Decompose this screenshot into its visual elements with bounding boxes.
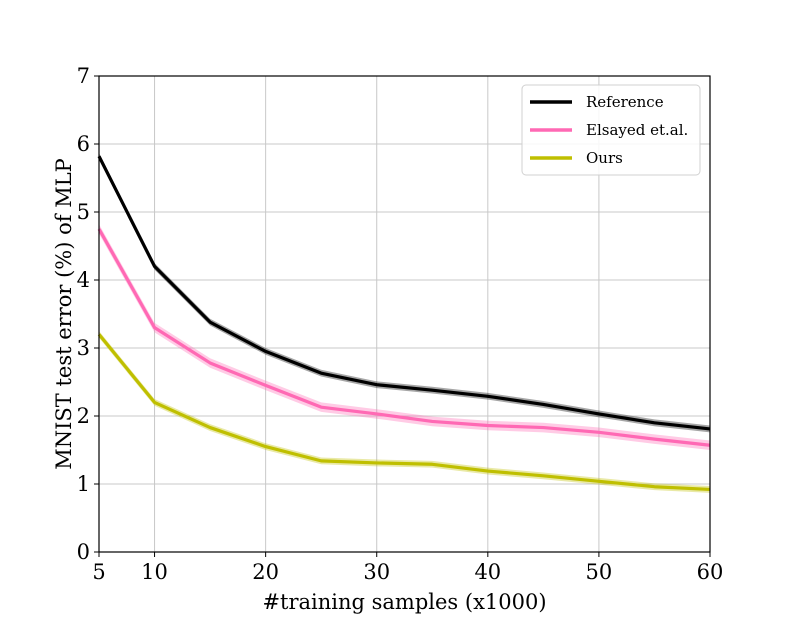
x-tick-label: 50 (586, 560, 613, 584)
x-tick-label: 60 (697, 560, 724, 584)
legend-entry: Ours (586, 149, 623, 167)
series-lines (97, 155, 711, 492)
y-tick-label: 4 (77, 268, 90, 292)
series-band-0 (99, 152, 710, 433)
x-axis-ticks: 5 10 20 30 40 50 60 (92, 552, 723, 584)
y-axis-label: MNIST test error (%) of MLP (52, 158, 76, 470)
confidence-bands (99, 152, 710, 493)
legend-entry: Reference (586, 93, 664, 111)
y-tick-label: 6 (77, 132, 90, 156)
x-tick-label: 20 (252, 560, 279, 584)
y-tick-label: 0 (77, 540, 90, 564)
x-axis-label: #training samples (x1000) (262, 590, 546, 614)
y-tick-label: 2 (77, 404, 90, 428)
y-tick-label: 5 (77, 200, 90, 224)
y-tick-label: 1 (77, 472, 90, 496)
y-axis-ticks: 0 1 2 3 4 5 6 7 (77, 64, 99, 564)
gridlines (99, 76, 710, 552)
legend-box (521, 84, 701, 176)
plot-frame (98, 75, 711, 553)
y-tick-label: 7 (77, 64, 90, 88)
series-line-2 (97, 333, 711, 492)
legend-entry: Elsayed et.al. (586, 121, 688, 139)
x-tick-label: 10 (141, 560, 168, 584)
legend: Reference Elsayed et.al. Ours (521, 84, 701, 176)
x-tick-label: 30 (363, 560, 390, 584)
series-band-2 (99, 331, 710, 493)
x-tick-label: 5 (92, 560, 105, 584)
series-line-1 (97, 228, 711, 447)
x-tick-label: 40 (474, 560, 501, 584)
y-tick-label: 3 (77, 336, 90, 360)
series-line-0 (97, 155, 711, 431)
